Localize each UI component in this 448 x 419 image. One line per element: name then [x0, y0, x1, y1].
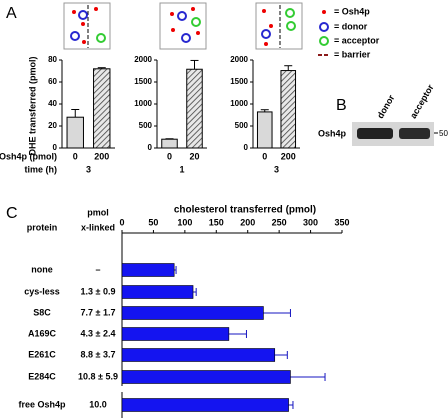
bar — [121, 327, 230, 341]
legend-label: = donor — [334, 21, 368, 31]
y-tick-label: 0 — [53, 143, 58, 152]
bar — [121, 285, 194, 299]
y-tick-label: 20 — [48, 121, 57, 130]
y-tick-label: 40 — [48, 99, 57, 108]
x-linked-label: – — [95, 264, 100, 274]
x-tick-label: 0 — [119, 217, 124, 227]
bar — [186, 68, 203, 149]
x-tick-label: 150 — [209, 217, 224, 227]
y-tick-label: 0 — [244, 143, 249, 152]
bar — [121, 348, 276, 362]
row-label: time (h) — [25, 164, 58, 174]
legend-label: = Osh4p — [334, 6, 370, 16]
category-label: A169C — [28, 328, 57, 338]
chart-title: cholesterol transferred (pmol) — [174, 205, 316, 216]
time-label: 3 — [86, 164, 91, 174]
diagram — [63, 2, 111, 50]
diagram — [255, 2, 303, 50]
column-header: protein — [27, 222, 58, 232]
x-linked-label: 10.8 ± 5.9 — [78, 371, 118, 381]
bar — [280, 70, 297, 149]
category-label: E284C — [28, 371, 56, 381]
marker-label: 50 — [439, 129, 448, 138]
lane-label: acceptor — [408, 82, 436, 120]
diagram — [159, 2, 207, 50]
bar — [121, 306, 264, 320]
x-linked-label: 4.3 ± 2.4 — [81, 328, 116, 338]
y-tick-label: 2000 — [230, 55, 248, 64]
y-tick-label: 0 — [148, 143, 153, 152]
bar — [121, 370, 291, 384]
category-label: S8C — [33, 307, 51, 317]
x-tick-label: 350 — [334, 217, 349, 227]
bar — [256, 111, 273, 149]
x-tick-label: 50 — [148, 217, 158, 227]
time-label: 1 — [179, 164, 184, 174]
column-header: x-linked — [81, 222, 115, 232]
y-tick-label: 500 — [139, 121, 153, 130]
x-tick-label: 200 — [281, 151, 296, 161]
legend: = Osh4p = donor = acceptor = barrier — [318, 6, 380, 59]
x-tick-label: 0 — [73, 151, 78, 161]
y-tick-label: 1000 — [134, 99, 152, 108]
x-linked-label: 8.8 ± 3.7 — [81, 349, 116, 359]
x-linked-label: 1.3 ± 0.9 — [81, 286, 116, 296]
x-tick-label: 0 — [262, 151, 267, 161]
column-header: pmol — [87, 207, 109, 217]
x-linked-label: 7.7 ± 1.7 — [81, 307, 116, 317]
panel-label: C — [6, 205, 18, 222]
x-tick-label: 250 — [272, 217, 287, 227]
category-label: cys-less — [24, 286, 60, 296]
y-tick-label: 2000 — [134, 55, 152, 64]
time-label: 3 — [274, 164, 279, 174]
gel — [352, 122, 438, 146]
legend-label: = barrier — [334, 49, 371, 59]
category-label: none — [31, 264, 53, 274]
bar — [121, 398, 289, 412]
panel-label: B — [336, 97, 347, 114]
x-tick-label: 100 — [177, 217, 192, 227]
y-tick-label: 1500 — [134, 77, 152, 86]
bar — [93, 68, 111, 149]
y-tick-label: 1500 — [230, 77, 248, 86]
category-label: E261C — [28, 349, 56, 359]
y-tick-label: 500 — [235, 121, 249, 130]
y-tick-label: 1000 — [230, 99, 248, 108]
panel-label: A — [6, 5, 17, 22]
bar — [66, 116, 84, 149]
bar — [121, 263, 175, 277]
bar — [161, 138, 178, 149]
x-tick-label: 20 — [189, 151, 199, 161]
y-tick-label: 60 — [48, 77, 57, 86]
lane-label: donor — [375, 93, 397, 121]
row-label: Osh4p (pmol) — [0, 151, 57, 161]
x-tick-label: 300 — [303, 217, 318, 227]
y-tick-label: 80 — [48, 55, 57, 64]
gel-protein: Osh4p — [318, 128, 347, 138]
x-tick-label: 200 — [240, 217, 255, 227]
y-axis-label: DHE transferred (pmol) — [27, 56, 37, 155]
x-linked-label: 10.0 — [89, 399, 107, 409]
legend-label: = acceptor — [334, 35, 380, 45]
x-tick-label: 0 — [167, 151, 172, 161]
category-label: free Osh4p — [18, 399, 66, 409]
x-tick-label: 200 — [94, 151, 109, 161]
